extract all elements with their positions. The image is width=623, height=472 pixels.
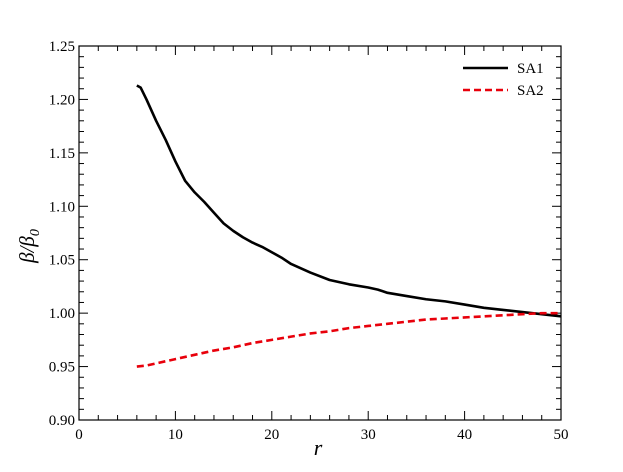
svg-text:β/β0: β/β0 [15, 229, 43, 264]
x-tick-label: 50 [554, 427, 569, 443]
legend-label-sa2: SA2 [517, 83, 544, 99]
y-tick-label: 0.90 [49, 413, 75, 429]
y-axis-label-subscript: 0 [28, 229, 43, 236]
series-line-sa1 [136, 84, 562, 318]
y-tick-label: 1.25 [49, 39, 75, 55]
x-tick-label: 20 [264, 427, 279, 443]
series-line-sa2 [136, 311, 561, 368]
y-axis-label: β/β0 [15, 229, 43, 264]
y-tick-label: 1.20 [49, 92, 75, 108]
y-tick-label: 1.10 [49, 199, 75, 215]
x-tick-label: 10 [168, 427, 183, 443]
plot-frame [78, 45, 562, 421]
axis-ticks: 0 10 20 30 40 50 0.90 0.95 1.00 1.05 1.10 1.15 1.20 1… [49, 39, 569, 443]
x-tick-label: 40 [457, 427, 472, 443]
legend-label-sa1: SA1 [517, 61, 544, 77]
x-axis-label: r [314, 435, 323, 460]
y-tick-label: 1.00 [49, 306, 75, 322]
y-tick-label: 0.95 [49, 360, 75, 376]
axis-labels: r β/β0 [15, 229, 323, 460]
axes [78, 45, 562, 421]
y-tick-label: 1.05 [49, 253, 75, 269]
x-tick-label: 0 [75, 427, 83, 443]
x-tick-label: 30 [361, 427, 376, 443]
y-axis-label-main: β/β [15, 236, 39, 264]
y-tick-label: 1.15 [49, 146, 75, 162]
series-lines [136, 84, 562, 368]
